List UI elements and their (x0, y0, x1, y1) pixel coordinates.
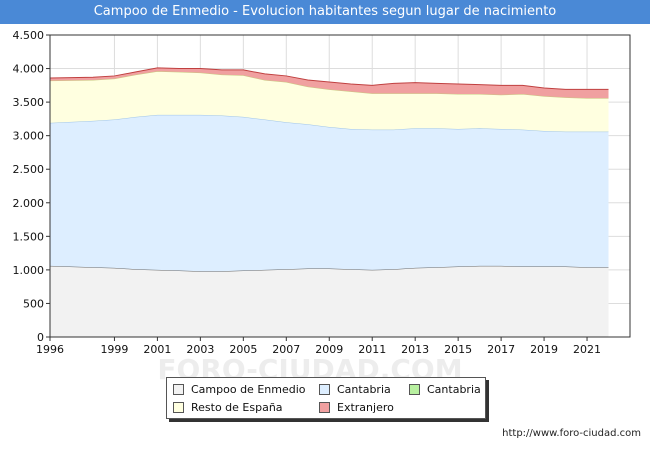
x-tick-label: 2007 (272, 343, 300, 356)
x-axis: 1996 1999 2001 2003 2005 2007 2009 2011 2013 2015… (36, 337, 601, 356)
legend-item-campoo: Campoo de Enmedio (173, 383, 306, 397)
area-series-0 (50, 265, 609, 337)
plot-frame (49, 34, 631, 338)
y-tick-label: 500 (23, 297, 44, 310)
y-tick-label: 3.000 (13, 130, 45, 143)
x-tick-label: 1996 (36, 343, 64, 356)
legend-label: Cantabria (427, 383, 481, 396)
x-tick-label: 2017 (487, 343, 515, 356)
legend-swatch (173, 383, 184, 395)
x-tick-label: 2011 (358, 343, 386, 356)
legend-swatch (173, 401, 184, 413)
x-tick-label: 2009 (315, 343, 343, 356)
legend-item-cantabria: Cantabria (319, 383, 391, 397)
y-tick-label: 3.500 (13, 96, 45, 109)
area-series-2 (50, 71, 609, 132)
y-tick-label: 2.000 (13, 197, 45, 210)
x-tick-label: 2013 (401, 343, 429, 356)
y-tick-label: 4.500 (13, 29, 45, 42)
legend-swatch (319, 401, 330, 413)
x-tick-label: 2003 (186, 343, 214, 356)
x-tick-label: 1999 (100, 343, 128, 356)
y-axis: 0 500 1.000 1.500 2.000 2.500 3.000 3.500 4.000 4… (13, 29, 50, 344)
y-tick-label: 4.000 (13, 63, 45, 76)
area-series-3 (50, 67, 609, 99)
legend-label: Extranjero (337, 401, 394, 414)
y-tick-label: 1.000 (13, 264, 45, 277)
x-tick-label: 2005 (229, 343, 257, 356)
x-tick-label: 2015 (444, 343, 472, 356)
legend-swatch (319, 383, 330, 395)
legend-swatch (409, 383, 420, 395)
source-url: http://www.foro-ciudad.com (502, 428, 641, 439)
x-tick-label: 2001 (143, 343, 171, 356)
y-tick-label: 0 (37, 331, 44, 344)
legend-label: Resto de España (191, 401, 283, 414)
legend-label: Cantabria (337, 383, 391, 396)
legend: Campoo de Enmedio Cantabria Cantabria Re… (166, 377, 486, 419)
chart-title: Campoo de Enmedio - Evolucion habitantes… (0, 0, 650, 24)
area-top-line-3 (49, 67, 609, 90)
x-tick-label: 2019 (530, 343, 558, 356)
legend-item-resto: Resto de España (173, 401, 283, 415)
area-series-1 (50, 114, 609, 272)
legend-item-cantabria-green: Cantabria (409, 383, 481, 397)
x-tick-label: 2021 (573, 343, 601, 356)
legend-label: Campoo de Enmedio (191, 383, 306, 396)
area-chart: FORO-CIUDAD.COM 05001.0001.5002.0002.500… (13, 29, 631, 384)
y-tick-label: 2.500 (13, 163, 45, 176)
legend-item-extranjero: Extranjero (319, 401, 394, 415)
y-tick-label: 1.500 (13, 230, 45, 243)
series-areas (49, 67, 609, 337)
